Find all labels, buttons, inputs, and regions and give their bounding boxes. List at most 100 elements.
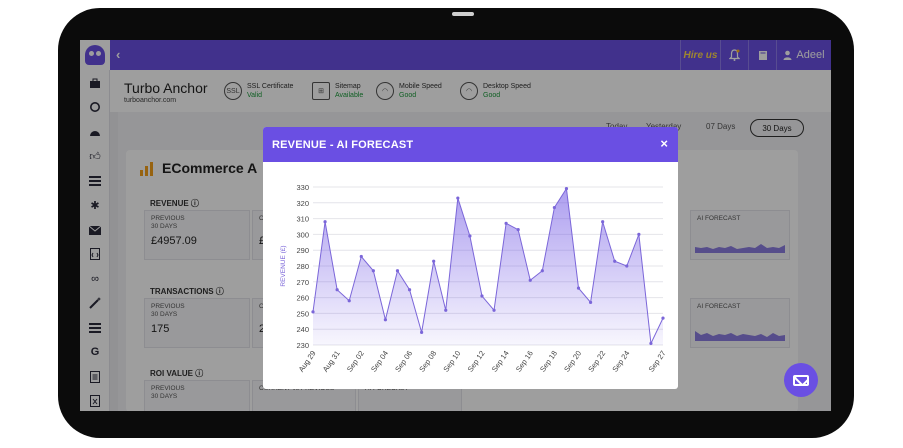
top-bar: ‹ Hire us Adeel	[80, 40, 831, 70]
transactions-previous-value: 175	[151, 323, 170, 335]
message-button[interactable]	[784, 363, 818, 397]
sitemap-icon: ⊞	[312, 82, 330, 100]
range-yesterday[interactable]: Yesterday	[646, 122, 681, 131]
link-icon[interactable]: ∞	[91, 273, 99, 285]
sitemap-label: Sitemap	[335, 83, 361, 90]
info-icon[interactable]: ⓘ	[190, 199, 199, 208]
google-icon[interactable]: G	[90, 346, 100, 358]
book-icon[interactable]	[748, 40, 776, 70]
sidebar: 👍︎ ✱ ∞ G	[80, 70, 110, 411]
series-area	[313, 188, 663, 345]
revenue-previous-box: PREVIOUS 30 DAYS £4957.09	[144, 210, 250, 260]
data-point	[420, 330, 424, 334]
info-icon[interactable]: ⓘ	[195, 369, 204, 378]
info-icon[interactable]: ⓘ	[215, 287, 224, 296]
data-point	[661, 316, 665, 320]
dashboard-icon[interactable]	[88, 125, 102, 139]
hire-us-button[interactable]: Hire us	[680, 40, 720, 70]
data-point	[588, 300, 593, 304]
range-30-days[interactable]: 30 Days	[750, 119, 804, 137]
site-header: Turbo Anchor turboanchor.com SSL SSL Cer…	[110, 70, 831, 112]
x-tick-label: Sep 16	[514, 349, 535, 374]
y-tick-label: 230	[296, 341, 309, 350]
range-7-days[interactable]: 07 Days	[706, 122, 736, 131]
y-tick-label: 330	[296, 183, 309, 192]
y-tick-label: 290	[296, 246, 309, 255]
series-line	[312, 187, 664, 346]
data-point	[371, 269, 375, 273]
document-icon[interactable]	[88, 370, 102, 384]
x-tick-label: Sep 20	[562, 349, 583, 374]
close-icon[interactable]: ×	[660, 136, 668, 151]
data-point	[576, 286, 581, 290]
data-point	[444, 308, 448, 312]
briefcase-icon[interactable]	[88, 76, 102, 90]
list-icon[interactable]	[88, 174, 102, 188]
transactions-sparkline	[695, 331, 785, 341]
revenue-section-label: REVENUE ⓘ	[150, 199, 199, 208]
data-point	[540, 269, 544, 273]
range-today[interactable]: Today	[606, 122, 627, 131]
x-tick-label: Sep 04	[369, 349, 390, 374]
y-tick-label: 280	[296, 262, 309, 271]
data-point	[359, 254, 363, 259]
revenue-sparkline	[695, 244, 785, 253]
mobile-speed-label: Mobile Speed	[399, 83, 442, 90]
bell-icon[interactable]	[720, 40, 748, 70]
wand-icon[interactable]	[88, 296, 102, 310]
y-tick-label: 320	[296, 199, 309, 208]
mail-icon[interactable]	[88, 223, 102, 237]
ssl-certificate-status: SSL SSL Certificate Valid	[224, 82, 293, 100]
refresh-icon[interactable]	[88, 100, 102, 114]
plugin-icon[interactable]: ✱	[90, 199, 100, 212]
device-camera	[452, 12, 474, 16]
data-point	[311, 310, 315, 314]
user-menu[interactable]: Adeel	[776, 40, 831, 70]
data-point	[383, 318, 388, 322]
x-tick-label: Sep 12	[466, 349, 487, 374]
data-point	[625, 264, 629, 268]
y-tick-label: 270	[296, 278, 309, 287]
table-icon[interactable]	[88, 321, 102, 335]
ssl-status: Valid	[247, 92, 263, 99]
user-name: Adeel	[796, 49, 825, 61]
envelope-icon	[793, 374, 809, 386]
data-point	[601, 220, 605, 224]
chevron-left-icon[interactable]: ‹	[116, 47, 121, 62]
data-point	[347, 299, 351, 303]
data-point	[492, 308, 496, 312]
revenue-forecast-modal: REVENUE - AI FORECAST × 230 240 250 260 270 2…	[263, 127, 678, 389]
data-point	[637, 232, 641, 236]
sitemap-status-value: Available	[335, 92, 364, 99]
user-icon	[783, 50, 792, 60]
ssl-label: SSL Certificate	[247, 83, 294, 90]
app-logo[interactable]	[80, 40, 110, 70]
mobile-speed-value: Good	[399, 92, 417, 99]
code-file-icon[interactable]	[88, 247, 102, 261]
x-tick-label: Sep 02	[345, 349, 366, 374]
card-title: ECommerce A	[162, 160, 258, 176]
x-tick-label: Sep 06	[393, 349, 414, 374]
data-point	[528, 278, 532, 282]
y-tick-label: 310	[296, 215, 309, 224]
data-point	[468, 234, 472, 238]
modal-header: REVENUE - AI FORECAST ×	[263, 127, 678, 162]
x-tick-label: Aug 31	[321, 349, 342, 374]
x-tick-label: Sep 27	[647, 349, 668, 374]
data-point	[564, 186, 569, 191]
transactions-ai-forecast-box: AI FORECAST	[690, 298, 790, 348]
thumbs-up-icon[interactable]: 👍︎	[89, 150, 101, 163]
excel-icon[interactable]	[88, 394, 102, 408]
desktop-speed-status: ◠ Desktop Speed Good	[460, 82, 531, 100]
y-axis-label: REVENUE (£)	[280, 245, 287, 286]
shield-icon: SSL	[224, 82, 242, 100]
data-point	[323, 220, 327, 224]
modal-title: REVENUE - AI FORECAST	[272, 139, 414, 151]
data-point	[395, 269, 400, 273]
roi-previous-box: PREVIOUS 30 DAYS	[144, 380, 250, 411]
x-tick-label: Sep 10	[441, 349, 462, 374]
data-point	[516, 228, 520, 232]
x-tick-label: Aug 29	[297, 349, 318, 374]
site-url[interactable]: turboanchor.com	[124, 97, 177, 104]
desktop-speed-value: Good	[483, 92, 501, 99]
